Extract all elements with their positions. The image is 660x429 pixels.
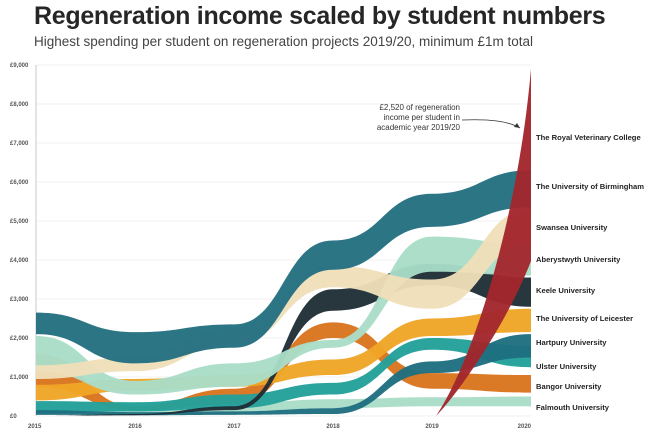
y-axis-ticks: £0 £1,000 £2,000 £3,000 £4,000 £5,000 £6,000 £7… xyxy=(10,63,29,420)
series-band xyxy=(436,68,531,417)
x-tick-label: 2019 xyxy=(425,424,439,429)
annotation-line-1: £2,520 of regeneration xyxy=(379,103,460,112)
series-label: Aberystwyth University xyxy=(536,255,621,264)
annotation-line-2: income per student in xyxy=(384,113,461,122)
y-tick-label: £3,000 xyxy=(10,297,29,303)
series-label: Keele University xyxy=(536,286,596,295)
annotation-line-3: academic year 2019/20 xyxy=(377,123,461,132)
y-tick-label: £9,000 xyxy=(10,63,29,69)
series-label: Falmouth University xyxy=(536,403,610,412)
y-tick-label: £1,000 xyxy=(10,375,29,381)
series-labels: Falmouth University Bangor University Ulst… xyxy=(536,133,644,412)
x-axis-ticks: 2015 2016 2017 2018 2019 2020 xyxy=(28,424,532,429)
series-band xyxy=(36,308,531,401)
series-label: Hartpury University xyxy=(536,338,607,347)
series-label: The Royal Veterinary College xyxy=(536,133,641,142)
series-band xyxy=(36,236,531,395)
x-tick-label: 2020 xyxy=(518,424,532,429)
x-tick-label: 2017 xyxy=(227,424,241,429)
y-tick-label: £5,000 xyxy=(10,219,29,225)
annotation: £2,520 of regeneration income per studen… xyxy=(377,103,521,132)
series-bands xyxy=(36,68,531,417)
y-tick-label: £2,000 xyxy=(10,336,29,342)
x-tick-label: 2018 xyxy=(326,424,340,429)
series-label: The University of Birmingham xyxy=(536,182,644,191)
y-tick-label: £0 xyxy=(10,414,17,420)
gridlines xyxy=(35,64,531,417)
annotation-arrowhead xyxy=(514,123,520,128)
series-band xyxy=(36,209,531,379)
series-label: Bangor University xyxy=(536,382,602,391)
series-band xyxy=(36,170,531,364)
series-band xyxy=(36,263,531,416)
series-label: Swansea University xyxy=(536,223,608,232)
chart-subtitle: Highest spending per student on regenera… xyxy=(34,34,534,49)
series-label: The University of Leicester xyxy=(536,314,633,323)
x-tick-label: 2015 xyxy=(28,424,42,429)
y-tick-label: £4,000 xyxy=(10,258,29,264)
y-tick-label: £6,000 xyxy=(10,180,29,186)
chart-title: Regeneration income scaled by student nu… xyxy=(34,2,606,30)
x-tick-label: 2016 xyxy=(128,424,142,429)
series-label: Ulster University xyxy=(536,362,597,371)
y-tick-label: £7,000 xyxy=(10,141,29,147)
annotation-arrow xyxy=(461,119,521,129)
y-tick-label: £8,000 xyxy=(10,102,29,108)
